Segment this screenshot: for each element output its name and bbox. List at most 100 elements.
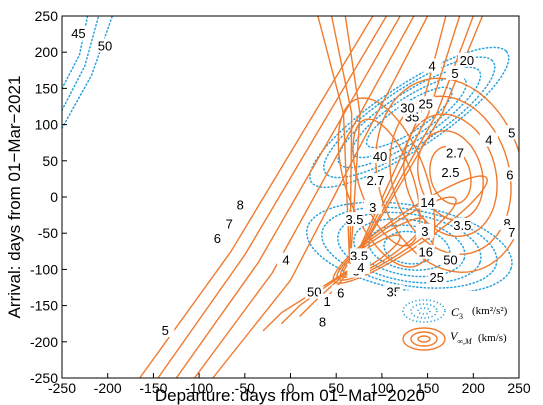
contour-label: 5	[451, 66, 458, 81]
x-tick-label: 0	[287, 380, 295, 396]
legend-box	[396, 291, 516, 355]
y-tick-label: -200	[30, 334, 58, 350]
contour-label: 6	[214, 231, 221, 246]
contour-label-bg	[441, 165, 460, 180]
x-tick-label: 100	[370, 380, 394, 396]
x-axis-label: Departure: days from 01−Mar−2020	[155, 386, 425, 405]
vinf-contour-line	[175, 16, 401, 378]
contour-label: 20	[460, 53, 474, 68]
contour-label-bg	[220, 216, 239, 231]
contour-label: 30	[400, 101, 414, 116]
contour-label: 14	[420, 195, 434, 210]
contour-label-bg	[453, 217, 472, 232]
contour-label: 3.5	[345, 212, 363, 227]
contour-label-bg	[416, 96, 435, 111]
y-tick-label: -100	[30, 261, 58, 277]
c3-contour-line	[351, 76, 468, 159]
y-tick-label: 100	[35, 117, 59, 133]
contour-labels: 45503.5333.55416354025501425520876545016…	[69, 26, 521, 338]
legend-vinf-swatch	[402, 327, 446, 351]
contour-label-bg	[350, 248, 369, 263]
contour-label: 4	[282, 253, 289, 268]
legend-vinf-units: (km/s)	[478, 332, 507, 344]
contour-label: 2.5	[441, 165, 459, 180]
x-tick-label: -50	[235, 380, 255, 396]
contour-label-bg	[479, 132, 498, 147]
x-tick-label: 150	[416, 380, 440, 396]
contour-label: 5	[508, 125, 515, 140]
contour-label-bg	[313, 314, 332, 329]
contour-label: 25	[430, 270, 444, 285]
contour-label: 5	[162, 323, 169, 338]
contour-label: 8	[237, 198, 244, 213]
legend-c3-units: (km²/s²)	[472, 305, 508, 317]
contour-label: 3.5	[350, 248, 368, 263]
y-tick-label: -50	[38, 225, 58, 241]
contour-label-bg	[371, 149, 390, 164]
contour-label: 4	[429, 59, 436, 74]
contour-label-bg	[69, 26, 88, 41]
contour-label: 4	[485, 133, 492, 148]
contour-label-bg	[95, 38, 114, 53]
vinf-contour-line	[389, 95, 512, 256]
contour-label-bg	[446, 65, 465, 80]
y-tick-label: -150	[30, 298, 58, 314]
contour-label-bg	[208, 230, 227, 245]
contour-label: 16	[419, 245, 433, 260]
contour-label-bg	[415, 223, 434, 238]
y-axis-label: Arrival: days from 01−Mar−2021	[5, 76, 24, 319]
x-tick-label: -100	[185, 380, 213, 396]
contour-label: 2.7	[366, 173, 384, 188]
contour-label: 1	[323, 294, 330, 309]
x-tick-label: -150	[139, 380, 167, 396]
contour-label-bg	[427, 270, 446, 285]
x-tick-label: 50	[328, 380, 344, 396]
contour-label: 7	[226, 217, 233, 232]
contour-label-bg	[363, 199, 382, 214]
contour-label-bg	[156, 322, 175, 337]
contour-label: 50	[98, 38, 112, 53]
x-tick-label: 250	[507, 380, 531, 396]
c3-contour-line	[62, 16, 114, 129]
contour-label-bg	[351, 259, 370, 274]
contour-label: 50	[307, 285, 321, 300]
contour-label-bg	[366, 173, 385, 188]
contour-label: 7	[508, 225, 515, 240]
c3-contour-line	[62, 16, 100, 111]
legend-c3-swatch	[402, 299, 446, 323]
contour-label: 25	[419, 96, 433, 111]
contour-label-bg	[231, 197, 250, 212]
vinf-contour-line	[349, 16, 474, 270]
contour-label: 8	[504, 216, 511, 231]
x-axis: -250 -200 -150 -100 -50 0 50 100 150 200 250	[48, 373, 531, 396]
contour-label: 50	[443, 253, 457, 268]
y-tick-label: 250	[35, 8, 59, 24]
vinf-contour-line	[280, 268, 351, 325]
contour-label-bg	[318, 293, 337, 308]
contour-label-bg	[276, 252, 295, 267]
y-tick-label: 200	[35, 44, 59, 60]
contour-label: 8	[319, 314, 326, 329]
y-tick-label: -250	[30, 370, 58, 386]
contour-label-bg	[345, 212, 364, 227]
contour-label-bg	[398, 100, 417, 115]
c3-contour-line	[353, 218, 466, 278]
contour-label: 6	[506, 167, 513, 182]
contour-label-bg	[457, 52, 476, 67]
vinf-contour-line	[262, 268, 351, 332]
vinf-contour-line	[193, 16, 415, 378]
x-tick-label: -250	[48, 380, 76, 396]
contour-label-bg	[418, 194, 437, 209]
contour-label: 4	[357, 260, 364, 275]
contour-label: 40	[373, 149, 387, 164]
x-tick-label: 200	[462, 380, 486, 396]
vinf-contour-line	[212, 16, 429, 378]
x-tick-label: -200	[94, 380, 122, 396]
contour-label: 3	[421, 224, 428, 239]
contour-label: 6	[337, 285, 344, 300]
y-axis: 250 200 150 100 50 0 -50 -100 -150 -200 -250	[30, 8, 67, 386]
contour-label: 45	[71, 26, 85, 41]
contour-label: 2.7	[446, 146, 464, 161]
legend: C3 (km²/s²) V∞,M (km/s)	[396, 291, 516, 355]
